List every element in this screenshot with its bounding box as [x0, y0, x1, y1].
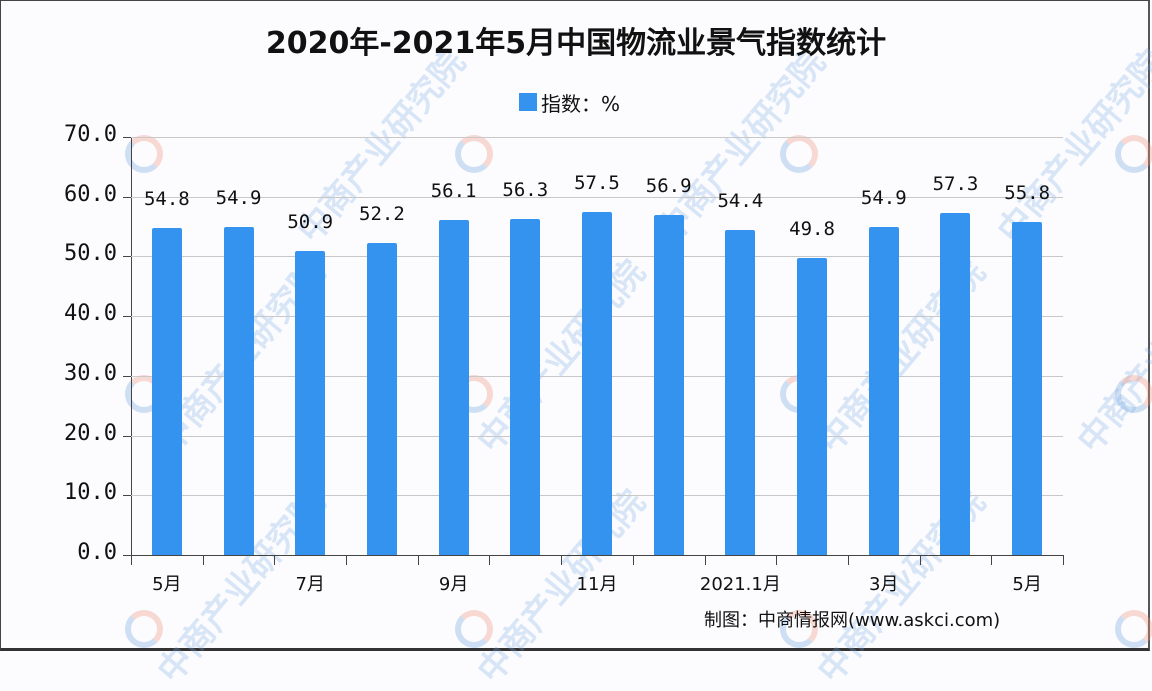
y-tick [123, 316, 131, 318]
bar [797, 257, 828, 555]
y-tick [123, 137, 131, 138]
y-tick [123, 495, 131, 497]
data-label: 56.9 [645, 175, 692, 198]
chart-title: 2020年-2021年5月中国物流业景气指数统计 [265, 26, 887, 61]
bar [582, 211, 612, 555]
x-tick-label: 11月 [576, 574, 618, 595]
x-tick [704, 555, 706, 565]
y-tick [123, 555, 131, 556]
x-tick-label: 5月 [1012, 574, 1042, 595]
x-tick [1063, 555, 1064, 565]
y-tick-label: 0.0 [77, 540, 117, 565]
x-tick-label: 5月 [152, 574, 182, 595]
bar [223, 227, 254, 555]
data-label: 54.9 [860, 187, 907, 210]
x-tick-label: 2021.1月 [699, 574, 781, 595]
bar [510, 218, 541, 555]
x-tick [274, 555, 276, 565]
x-tick [489, 555, 491, 565]
y-axis [131, 137, 132, 556]
y-tick-label: 10.0 [64, 480, 117, 506]
source-credit: 制图：中商情报网(www.askci.com) [704, 610, 1001, 631]
bar [295, 251, 326, 555]
y-tick [123, 196, 131, 198]
x-tick [776, 555, 778, 565]
y-tick-label: 30.0 [64, 360, 117, 386]
x-tick-label: 3月 [869, 574, 899, 595]
legend-label: 指数：% [541, 91, 621, 116]
x-tick-label: 7月 [295, 574, 325, 595]
data-label: 54.4 [717, 190, 764, 213]
x-tick [202, 555, 204, 565]
data-label: 54.9 [215, 187, 262, 210]
data-label: 57.5 [574, 171, 620, 194]
data-label: 55.8 [1004, 181, 1051, 204]
gridline [131, 137, 1063, 138]
chart-frame [0, 0, 1150, 651]
data-label: 52.2 [359, 203, 405, 226]
x-tick [991, 555, 993, 565]
x-tick [131, 555, 132, 565]
x-axis [123, 555, 1064, 556]
x-tick [417, 555, 419, 565]
bar [868, 227, 899, 555]
x-tick [561, 555, 563, 565]
bar [653, 215, 684, 555]
data-label: 57.3 [932, 172, 979, 195]
y-tick [123, 375, 131, 377]
y-tick-label: 50.0 [64, 241, 117, 267]
data-label: 56.1 [430, 180, 477, 202]
y-tick-label: 20.0 [64, 420, 117, 446]
x-tick-label: 9月 [438, 574, 469, 595]
gridline [131, 196, 1063, 198]
x-tick [847, 555, 849, 565]
bar [725, 230, 756, 555]
y-tick [123, 435, 131, 437]
y-tick [123, 256, 131, 258]
bar [366, 243, 397, 555]
legend-swatch [519, 93, 537, 111]
bar [940, 212, 971, 555]
x-tick [919, 555, 921, 565]
plot-area: 54.8 54.9 50.9 52.2 56.1 56.3 57.5 56.9 54.4 49.8… [123, 137, 1064, 565]
data-label: 54.8 [143, 187, 190, 210]
y-tick-label: 60.0 [64, 181, 117, 207]
legend: 指数：% [519, 88, 620, 116]
bar [151, 227, 182, 555]
data-label: 56.3 [502, 178, 549, 201]
bar [1012, 221, 1043, 555]
y-tick-label: 40.0 [64, 301, 117, 327]
data-label: 49.8 [789, 217, 835, 240]
data-label: 50.9 [287, 211, 334, 234]
x-tick [632, 555, 634, 565]
bar [438, 220, 469, 555]
x-tick [346, 555, 348, 565]
y-tick-label: 70.0 [64, 122, 117, 147]
